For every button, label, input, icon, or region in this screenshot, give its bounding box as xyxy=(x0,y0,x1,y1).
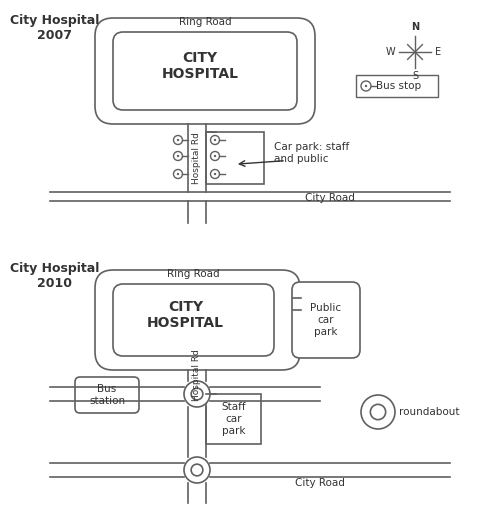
Circle shape xyxy=(214,139,216,141)
Text: City Road: City Road xyxy=(295,478,345,488)
Text: Staff
car
park: Staff car park xyxy=(221,402,246,436)
Circle shape xyxy=(210,169,219,179)
FancyBboxPatch shape xyxy=(75,377,139,413)
Circle shape xyxy=(177,139,179,141)
FancyBboxPatch shape xyxy=(95,270,300,370)
FancyBboxPatch shape xyxy=(95,18,315,124)
Circle shape xyxy=(174,136,183,144)
Text: Bus
station: Bus station xyxy=(89,384,125,406)
Circle shape xyxy=(174,152,183,160)
Text: roundabout: roundabout xyxy=(399,407,460,417)
FancyBboxPatch shape xyxy=(113,284,274,356)
Text: Ring Road: Ring Road xyxy=(167,269,220,279)
Text: W: W xyxy=(385,47,395,57)
Text: S: S xyxy=(412,71,418,81)
Text: CITY
HOSPITAL: CITY HOSPITAL xyxy=(161,51,238,81)
Circle shape xyxy=(370,404,386,420)
Circle shape xyxy=(177,173,179,175)
Circle shape xyxy=(361,395,395,429)
Circle shape xyxy=(210,152,219,160)
Bar xyxy=(356,75,438,97)
Circle shape xyxy=(184,381,210,407)
Text: City Hospital
2010: City Hospital 2010 xyxy=(11,262,100,290)
Text: Public
car
park: Public car park xyxy=(310,304,342,336)
Circle shape xyxy=(361,81,371,91)
Circle shape xyxy=(210,136,219,144)
FancyBboxPatch shape xyxy=(113,32,297,110)
FancyBboxPatch shape xyxy=(292,282,360,358)
Text: Hospital Rd: Hospital Rd xyxy=(193,132,202,184)
Text: Bus stop: Bus stop xyxy=(376,81,421,91)
Text: City Hospital
2007: City Hospital 2007 xyxy=(11,14,100,42)
Bar xyxy=(206,394,261,444)
Bar xyxy=(206,132,264,184)
Text: N: N xyxy=(411,22,419,32)
Text: Car park: staff
and public: Car park: staff and public xyxy=(274,142,349,164)
Text: E: E xyxy=(435,47,441,57)
Circle shape xyxy=(174,169,183,179)
Circle shape xyxy=(214,173,216,175)
Text: Hospital Rd: Hospital Rd xyxy=(193,350,202,401)
Text: City Road: City Road xyxy=(305,193,355,203)
Circle shape xyxy=(365,85,367,87)
Circle shape xyxy=(177,155,179,157)
Text: Ring Road: Ring Road xyxy=(179,17,231,27)
Circle shape xyxy=(184,457,210,483)
Circle shape xyxy=(214,155,216,157)
Circle shape xyxy=(191,388,203,400)
Text: CITY
HOSPITAL: CITY HOSPITAL xyxy=(147,300,224,330)
Circle shape xyxy=(191,464,203,476)
